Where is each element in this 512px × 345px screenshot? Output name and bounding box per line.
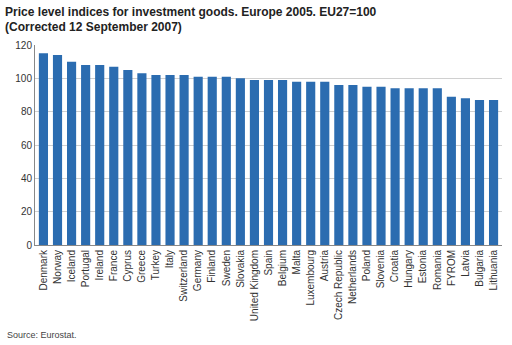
svg-text:Germany: Germany bbox=[192, 250, 203, 291]
svg-text:0: 0 bbox=[26, 240, 32, 251]
svg-text:Price level indices for invest: Price level indices for investment goods… bbox=[5, 5, 376, 35]
svg-text:Malta: Malta bbox=[291, 250, 302, 275]
svg-text:Lithuania: Lithuania bbox=[488, 250, 499, 291]
svg-text:60: 60 bbox=[21, 140, 33, 151]
svg-text:Latvia: Latvia bbox=[460, 250, 471, 277]
svg-text:Sweden: Sweden bbox=[221, 250, 232, 286]
svg-text:France: France bbox=[108, 250, 119, 282]
svg-text:Luxembourg: Luxembourg bbox=[305, 250, 316, 306]
svg-text:Romania: Romania bbox=[432, 250, 443, 290]
svg-text:Slovakia: Slovakia bbox=[235, 250, 246, 288]
svg-text:Ireland: Ireland bbox=[94, 250, 105, 281]
svg-text:Finland: Finland bbox=[206, 250, 217, 283]
svg-text:Norway: Norway bbox=[52, 250, 63, 284]
svg-text:80: 80 bbox=[21, 106, 33, 117]
svg-text:Belgium: Belgium bbox=[277, 250, 288, 286]
svg-text:Spain: Spain bbox=[263, 250, 274, 276]
svg-text:Croatia: Croatia bbox=[389, 250, 400, 283]
svg-text:Denmark: Denmark bbox=[38, 249, 49, 291]
svg-text:Netherlands: Netherlands bbox=[347, 250, 358, 304]
svg-text:Poland: Poland bbox=[361, 250, 372, 281]
svg-text:Czech Republic: Czech Republic bbox=[333, 250, 344, 320]
svg-text:Bulgaria: Bulgaria bbox=[474, 250, 485, 287]
svg-text:Iceland: Iceland bbox=[66, 250, 77, 282]
svg-text:Portugal: Portugal bbox=[80, 250, 91, 287]
svg-text:Turkey: Turkey bbox=[150, 250, 161, 280]
svg-text:Austria: Austria bbox=[319, 250, 330, 282]
svg-text:Cyprus: Cyprus bbox=[122, 250, 133, 282]
svg-text:Source: Eurostat.: Source: Eurostat. bbox=[7, 330, 77, 340]
svg-text:120: 120 bbox=[15, 40, 32, 51]
svg-text:Italy: Italy bbox=[164, 250, 175, 268]
svg-text:Estonia: Estonia bbox=[417, 250, 428, 284]
svg-text:40: 40 bbox=[21, 173, 33, 184]
svg-text:United Kingdom: United Kingdom bbox=[249, 250, 260, 321]
svg-text:20: 20 bbox=[21, 206, 33, 217]
svg-text:Hungary: Hungary bbox=[403, 250, 414, 288]
svg-text:Slovenia: Slovenia bbox=[375, 250, 386, 289]
svg-text:FYROM: FYROM bbox=[446, 250, 457, 286]
svg-text:100: 100 bbox=[15, 73, 32, 84]
svg-text:Switzerland: Switzerland bbox=[178, 250, 189, 302]
svg-text:Greece: Greece bbox=[136, 250, 147, 283]
